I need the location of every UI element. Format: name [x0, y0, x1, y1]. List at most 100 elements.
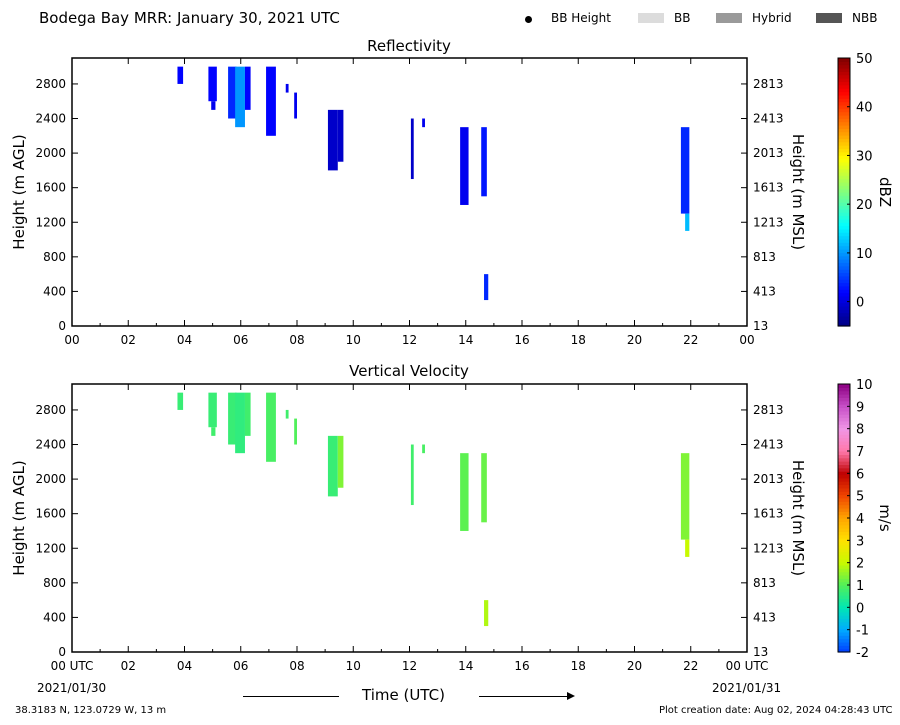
panel1-colorbar-band-70	[838, 88, 850, 93]
panel1-echo-cell-2	[211, 101, 216, 110]
panel2-colorbar-band-68	[838, 420, 850, 425]
panel2-colorbar-band-20	[838, 581, 850, 586]
panel2-echo-cell-13	[460, 453, 469, 531]
panel2-x-tick-label-5: 10	[346, 659, 361, 673]
panel1-colorbar-tick-label-5: 50	[856, 52, 873, 67]
panel2-echo-cell-3	[228, 392, 237, 445]
panel1-x-tick-label-12: 00	[739, 333, 754, 347]
panel2-y-axis-right-label: Height (m MSL)	[789, 460, 807, 576]
panel1-y-right-tick-label-7: 2813	[753, 77, 784, 91]
panel2-colorbar-band-47	[838, 491, 850, 496]
panel2-colorbar-tick-label-4: 2	[856, 557, 864, 572]
panel1-colorbar-band-46	[838, 168, 850, 173]
panel2-colorbar-band-26	[838, 561, 850, 566]
panel2-colorbar-tick-label-11: 9	[856, 400, 864, 415]
panel1-colorbar-band-35	[838, 205, 850, 210]
panel1-frame	[71, 57, 748, 327]
panel2-colorbar-band-76	[838, 394, 850, 398]
panel1-colorbar-band-2	[838, 315, 850, 320]
panel2-colorbar-band-14	[838, 601, 850, 606]
panel1-colorbar-band-7	[838, 299, 850, 304]
panel1-colorbar-band-15	[838, 272, 850, 277]
panel1-y-right-tick-label-0: 13	[753, 319, 768, 333]
panel2-colorbar-band-37	[838, 524, 850, 529]
panel1-echo-cell-11	[410, 118, 414, 180]
panel2-colorbar-band-70	[838, 414, 850, 419]
panel2-echo-cell-14	[481, 453, 487, 523]
panel2-colorbar-band-23	[838, 571, 850, 576]
panel2-echo-cell-15	[484, 600, 489, 627]
panel2-x-tick-label-11: 22	[683, 659, 698, 673]
panel1-colorbar-band-5	[838, 305, 850, 310]
panel1-colorbar-band-18	[838, 262, 850, 267]
panel1-colorbar-band-78	[838, 61, 850, 66]
panel1-echo-cell-10	[337, 109, 344, 162]
panel1-colorbar-band-9	[838, 292, 850, 297]
panel1-y-tick-label-0: 0	[58, 319, 66, 333]
panel2-colorbar-band-66	[838, 427, 850, 432]
panel1-colorbar-band-27	[838, 232, 850, 237]
panel1-x-tick-label-7: 14	[458, 333, 473, 347]
panel1-colorbar-band-31	[838, 218, 850, 223]
panel2-colorbar-tick-label-2: 0	[856, 601, 864, 616]
panel2-colorbar-band-54	[838, 467, 850, 472]
panel2-echo-cell-6	[266, 392, 276, 462]
panel2-y-right-tick-label-1: 413	[753, 610, 776, 624]
legend-label-bb: BB	[674, 11, 691, 25]
panel2-colorbar-band-51	[838, 477, 850, 482]
panel1-colorbar-band-58	[838, 128, 850, 133]
panel2-echo-cell-11	[410, 444, 414, 506]
panel1-colorbar-band-4	[838, 309, 850, 314]
panel1-colorbar-band-41	[838, 185, 850, 190]
panel2-y-right-tick-label-4: 1613	[753, 507, 784, 521]
panel2-colorbar-band-73	[838, 404, 850, 409]
panel2-colorbar-band-59	[838, 451, 850, 455]
panel2-x-tick-label-2: 04	[177, 659, 192, 673]
panel1-echo-cell-7	[285, 83, 289, 93]
panel1-colorbar-band-48	[838, 161, 850, 166]
panel2-colorbar-band-36	[838, 528, 850, 532]
panel2-x-tick-label-8: 16	[514, 659, 529, 673]
panel1-colorbar-band-73	[838, 78, 850, 83]
panel2-colorbar-band-62	[838, 440, 850, 445]
legend-label-nbb: NBB	[852, 11, 878, 25]
panel2-y-tick-label-7: 2800	[35, 403, 66, 417]
panel1-colorbar-tick-label-0: 0	[856, 296, 864, 311]
panel1-colorbar-band-14	[838, 275, 850, 280]
panel2-colorbar-band-4	[838, 635, 850, 640]
panel1-colorbar-band-49	[838, 158, 850, 163]
panel2-x-tick-label-1: 02	[121, 659, 136, 673]
panel2-colorbar-band-57	[838, 457, 850, 462]
plot-title: Bodega Bay MRR: January 30, 2021 UTC	[39, 9, 340, 27]
panel1-x-tick-label-10: 20	[627, 333, 642, 347]
panel1-colorbar-label: dBZ	[876, 177, 894, 207]
panel2-y-tick-label-1: 400	[43, 610, 66, 624]
panel2-colorbar-band-1	[838, 645, 850, 650]
panel1-echo-cell-15	[484, 274, 489, 301]
panel1-colorbar-band-17	[838, 265, 850, 270]
panel1-colorbar-band-6	[838, 302, 850, 307]
x-axis-right-arrow-line	[479, 696, 570, 697]
panel2-echo-cell-12	[422, 444, 425, 454]
panel2-echo-cell-16	[680, 453, 690, 540]
station-location: 38.3183 N, 123.0729 W, 13 m	[15, 705, 167, 716]
panel1-colorbar-band-54	[838, 141, 850, 146]
panel1-colorbar-band-47	[838, 165, 850, 170]
panel1-colorbar-band-75	[838, 71, 850, 76]
panel1-colorbar-tick-label-1: 10	[856, 247, 873, 262]
x-axis-left-arrow-line	[243, 696, 339, 697]
panel2-x-tick-label-12: 00 UTC	[726, 659, 769, 673]
panel1-y-axis-label: Height (m AGL)	[10, 134, 28, 249]
x-axis-title: Time (UTC)	[362, 686, 445, 704]
panel1-colorbar-band-30	[838, 222, 850, 227]
panel2-colorbar-band-17	[838, 591, 850, 596]
panel2-colorbar-band-29	[838, 551, 850, 556]
panel2-colorbar-band-22	[838, 574, 850, 579]
panel1-colorbar-band-25	[838, 238, 850, 243]
panel2-colorbar-band-9	[838, 618, 850, 623]
right-arrow-icon	[567, 692, 575, 700]
panel2-echo-cell-8	[294, 418, 297, 445]
panel1-x-tick-label-6: 12	[402, 333, 417, 347]
panel2-colorbar-band-78	[838, 387, 850, 392]
